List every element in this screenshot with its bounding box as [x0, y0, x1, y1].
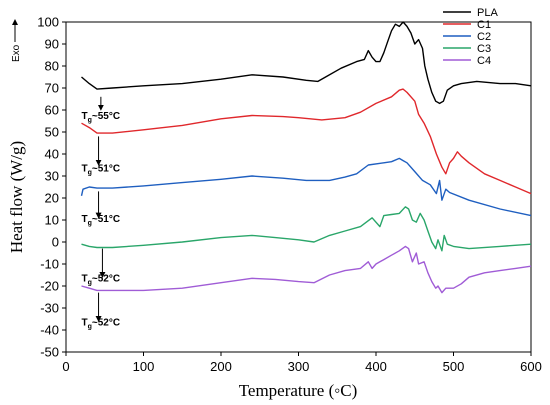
- tg-label: Tg~52°C: [82, 318, 121, 331]
- y-tick-label: 40: [45, 147, 59, 162]
- y-tick-label: 0: [52, 235, 59, 250]
- series-line-c1: [81, 88, 532, 195]
- legend-label-c2: C2: [477, 31, 491, 43]
- x-tick-label: 400: [365, 359, 387, 374]
- legend-label-c3: C3: [477, 43, 491, 55]
- x-tick-label: 200: [210, 359, 232, 374]
- axis-ticks: 0 100 200 300 400 500 600 -50 -40 -30 -20 -10 0 10 20 3…: [37, 15, 542, 375]
- y-tick-label: 90: [45, 37, 59, 52]
- y-tick-label: -10: [40, 257, 59, 272]
- y-tick-label: 100: [37, 15, 59, 30]
- y-axis-title: Heat flow (W/g): [7, 141, 26, 253]
- series-line-pla: [81, 21, 532, 105]
- y-tick-label: 20: [45, 191, 59, 206]
- y-tick-label: -20: [40, 279, 59, 294]
- y-tick-label: 80: [45, 59, 59, 74]
- tg-label: Tg~51°C: [82, 164, 121, 177]
- y-tick-label: -40: [40, 323, 59, 338]
- legend-label-pla: PLA: [477, 7, 498, 19]
- series-line-c2: [80, 157, 532, 217]
- tg-annotations: Tg~55°C Tg~51°C Tg~51°C Tg~52°C Tg~52°C: [82, 96, 121, 331]
- y-tick-label: -30: [40, 301, 59, 316]
- x-tick-label: 0: [62, 359, 69, 374]
- y-tick-label: 50: [45, 125, 59, 140]
- series-line-c3: [81, 206, 532, 252]
- y-tick-label: 30: [45, 169, 59, 184]
- series-line-c4: [81, 245, 532, 294]
- y-tick-label: 70: [45, 81, 59, 96]
- y-tick-label: 60: [45, 103, 59, 118]
- data-series: [80, 21, 532, 294]
- x-tick-label: 300: [288, 359, 310, 374]
- x-axis-title: Temperature (◦C): [239, 381, 358, 400]
- exo-marker: Exo: [11, 19, 22, 62]
- y-tick-label: -50: [40, 345, 59, 360]
- legend-label-c4: C4: [477, 55, 491, 67]
- legend-label-c1: C1: [477, 19, 491, 31]
- y-tick-label: 10: [45, 213, 59, 228]
- x-tick-label: 500: [443, 359, 465, 374]
- tg-label: Tg~51°C: [82, 214, 121, 227]
- tg-label: Tg~52°C: [82, 274, 121, 287]
- tg-label: Tg~55°C: [82, 111, 121, 124]
- exo-label: Exo: [11, 44, 22, 62]
- x-tick-label: 100: [133, 359, 155, 374]
- x-tick-label: 600: [520, 359, 542, 374]
